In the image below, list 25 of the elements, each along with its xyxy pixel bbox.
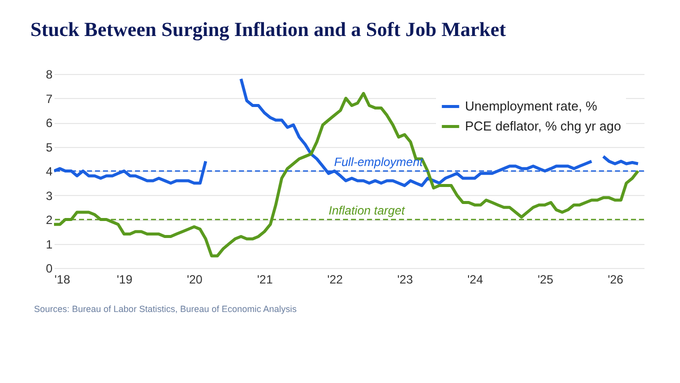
y-tick-label: 6: [46, 116, 53, 130]
y-tick-label: 1: [46, 237, 53, 252]
x-tick-label: '22: [327, 272, 344, 286]
ref-line-label: Full-employment: [334, 155, 424, 169]
y-tick-label: 0: [46, 262, 53, 276]
y-tick-label: 4: [46, 164, 53, 178]
x-tick-label: '24: [467, 272, 484, 286]
source-note: Sources: Bureau of Labor Statistics, Bureau of Economic Analysis: [34, 304, 298, 314]
y-tick-label: 7: [46, 92, 53, 106]
y-tick-label: 3: [46, 188, 53, 203]
x-tick-label: '25: [538, 272, 554, 286]
ref-line-label: Inflation target: [328, 204, 406, 218]
y-tick-label: 5: [46, 140, 53, 154]
x-tick-label: '23: [397, 272, 414, 286]
x-tick-label: '26: [608, 272, 624, 286]
x-tick-label: '18: [54, 272, 70, 286]
legend-label: PCE deflator, % chg yr ago: [465, 118, 622, 134]
legend-label: Unemployment rate, %: [465, 98, 598, 114]
x-tick-label: '20: [186, 272, 203, 286]
line-series: [54, 92, 640, 258]
x-tick-label: '19: [116, 272, 133, 286]
y-tick-label: 8: [46, 68, 53, 82]
x-tick-label: '21: [257, 272, 274, 286]
chart-title: Stuck Between Surging Inflation and a Soft Job Market: [30, 19, 506, 41]
y-tick-label: 2: [46, 213, 53, 227]
